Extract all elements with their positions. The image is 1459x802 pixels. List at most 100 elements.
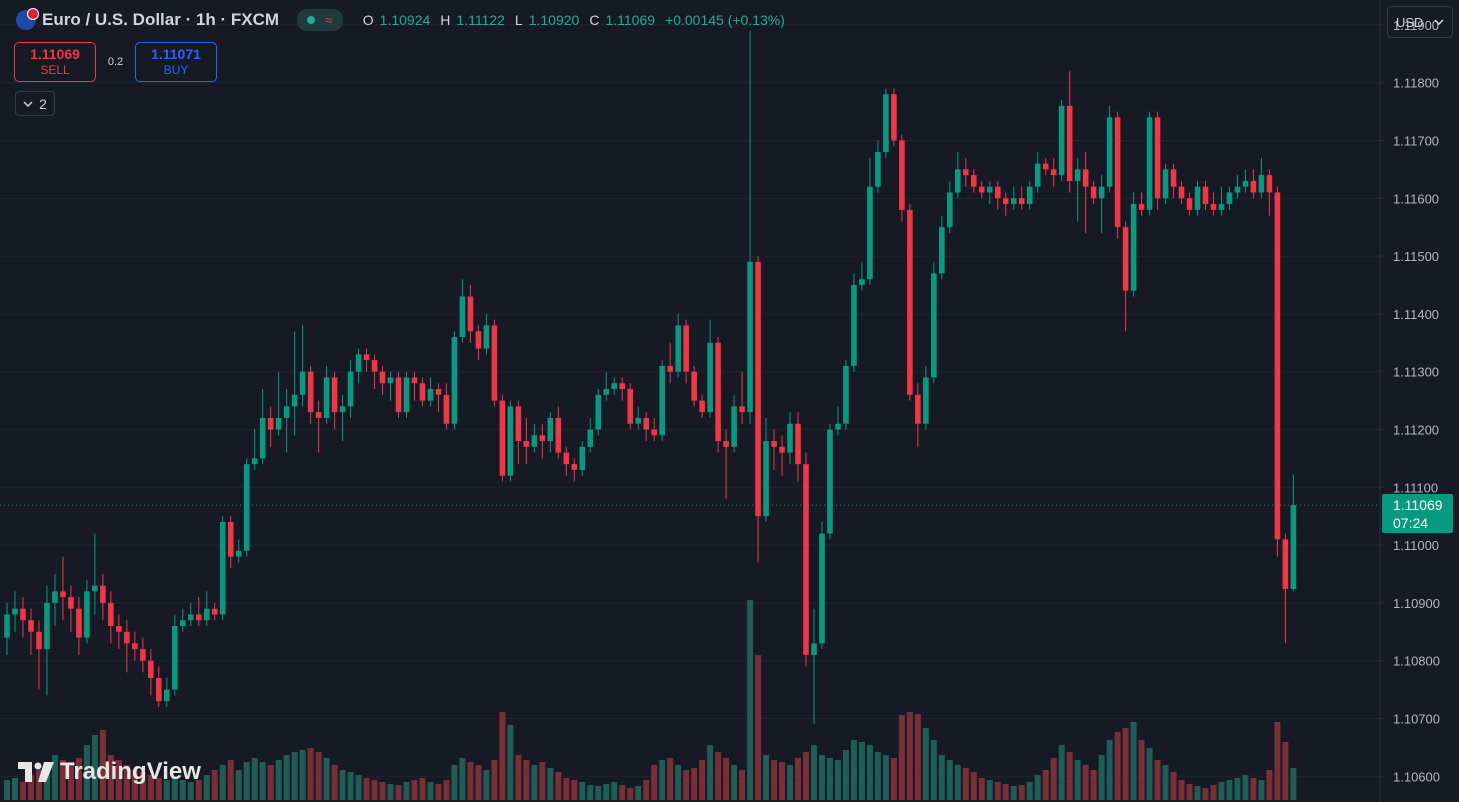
volume-bar bbox=[275, 760, 282, 800]
candle-body bbox=[171, 626, 178, 690]
volume-bar bbox=[691, 768, 698, 800]
candle-body bbox=[195, 614, 202, 621]
sell-button[interactable]: 1.11069 SELL bbox=[14, 42, 96, 82]
volume-bar bbox=[739, 770, 746, 800]
candle-body bbox=[347, 371, 354, 407]
candle-body bbox=[1098, 186, 1105, 199]
candle-body bbox=[1050, 169, 1057, 176]
symbol-title[interactable]: Euro / U.S. Dollar · 1h · FXCM bbox=[42, 10, 280, 29]
volume-bar bbox=[267, 765, 274, 800]
buy-price: 1.11071 bbox=[151, 46, 201, 62]
y-tick-label: 1.11800 bbox=[1393, 76, 1439, 91]
candle-body bbox=[499, 400, 506, 476]
candle-body bbox=[92, 585, 98, 592]
y-tick-label: 1.11200 bbox=[1393, 422, 1439, 437]
buy-button[interactable]: 1.11071 BUY bbox=[135, 42, 217, 82]
candle-body bbox=[587, 429, 594, 447]
y-tick-label: 1.11600 bbox=[1393, 191, 1439, 206]
volume-bar bbox=[1066, 752, 1073, 800]
volume-bar bbox=[1090, 770, 1097, 800]
volume-bar bbox=[747, 600, 754, 800]
currency-select[interactable]: USD bbox=[1387, 6, 1453, 38]
ohlc-key: L bbox=[514, 12, 523, 28]
volume-bar bbox=[834, 760, 841, 800]
volume-bar bbox=[1050, 758, 1057, 800]
volume-bar bbox=[1242, 775, 1249, 800]
volume-bar bbox=[139, 772, 146, 800]
volume-bar bbox=[1130, 722, 1137, 800]
volume-bar bbox=[850, 740, 857, 800]
volume-bar bbox=[1258, 780, 1265, 800]
volume-bar bbox=[395, 785, 402, 800]
candle-body bbox=[643, 417, 649, 430]
volume-bar bbox=[1058, 745, 1065, 800]
ohlc-change: +0.00145 (+0.13%) bbox=[665, 12, 785, 28]
volume-bar bbox=[1290, 768, 1297, 800]
buy-label: BUY bbox=[163, 63, 189, 77]
candle-body bbox=[427, 389, 434, 401]
candle-body bbox=[1266, 175, 1273, 193]
candle-body bbox=[124, 631, 130, 644]
volume-bar bbox=[898, 715, 905, 800]
volume-bar bbox=[259, 762, 266, 800]
volume-bar bbox=[1234, 778, 1241, 800]
candle-body bbox=[939, 227, 945, 274]
candle-body bbox=[795, 423, 801, 465]
candle-body bbox=[811, 643, 817, 655]
ohlc-value: 1.11069 bbox=[605, 12, 656, 28]
volume-bar bbox=[299, 750, 306, 800]
volume-bar bbox=[11, 778, 18, 800]
candle-body bbox=[1242, 180, 1249, 187]
status-pill[interactable]: ≈ bbox=[297, 9, 343, 31]
candle-body bbox=[60, 591, 66, 598]
candle-body bbox=[164, 689, 170, 702]
candle-body bbox=[339, 406, 346, 413]
candle-body bbox=[211, 608, 218, 615]
candle-body bbox=[915, 394, 921, 424]
candle-body bbox=[675, 325, 681, 372]
candle-body bbox=[187, 614, 194, 621]
candle-body bbox=[411, 377, 418, 384]
candle-body bbox=[875, 152, 881, 187]
delay-icon: ≈ bbox=[325, 12, 333, 28]
candle-body bbox=[779, 446, 785, 453]
volume-bar bbox=[443, 780, 450, 800]
candle-body bbox=[970, 175, 977, 187]
candle-body bbox=[994, 186, 1001, 199]
volume-bar bbox=[1154, 760, 1161, 800]
candle-body bbox=[1010, 198, 1017, 205]
candle-body bbox=[683, 325, 689, 372]
volume-bar bbox=[1178, 780, 1185, 800]
candle-body bbox=[1114, 117, 1121, 228]
volume-bar bbox=[930, 740, 937, 800]
price-axis bbox=[1380, 0, 1459, 802]
volume-bar bbox=[787, 765, 794, 800]
candle-body bbox=[827, 429, 833, 534]
volume-bar bbox=[779, 762, 786, 800]
candle-body bbox=[299, 371, 306, 395]
indicators-toggle[interactable]: 2 bbox=[15, 91, 55, 116]
candle-body bbox=[243, 464, 250, 551]
candle-body bbox=[986, 186, 993, 193]
logo-icon bbox=[18, 762, 54, 782]
volume-bar bbox=[603, 784, 610, 800]
candle-body bbox=[307, 371, 314, 413]
candle-body bbox=[443, 394, 450, 424]
volume-bar bbox=[4, 780, 10, 800]
volume-bar bbox=[1026, 782, 1033, 800]
y-tick-label: 1.11000 bbox=[1393, 538, 1439, 553]
candle-body bbox=[1138, 204, 1145, 210]
logo[interactable]: TradingView bbox=[18, 758, 201, 786]
candle-body bbox=[28, 620, 34, 632]
candle-body bbox=[755, 261, 761, 517]
volume-bar bbox=[914, 714, 921, 800]
volume-bar bbox=[483, 770, 490, 800]
candle-body bbox=[235, 550, 242, 557]
volume-bar bbox=[563, 778, 570, 800]
volume-bar bbox=[1122, 728, 1129, 800]
volume-bar bbox=[938, 755, 945, 800]
ohlc-value: 1.10920 bbox=[528, 12, 580, 28]
candle-body bbox=[1026, 186, 1033, 205]
volume-bar bbox=[1106, 740, 1113, 800]
candle-body bbox=[659, 365, 665, 436]
